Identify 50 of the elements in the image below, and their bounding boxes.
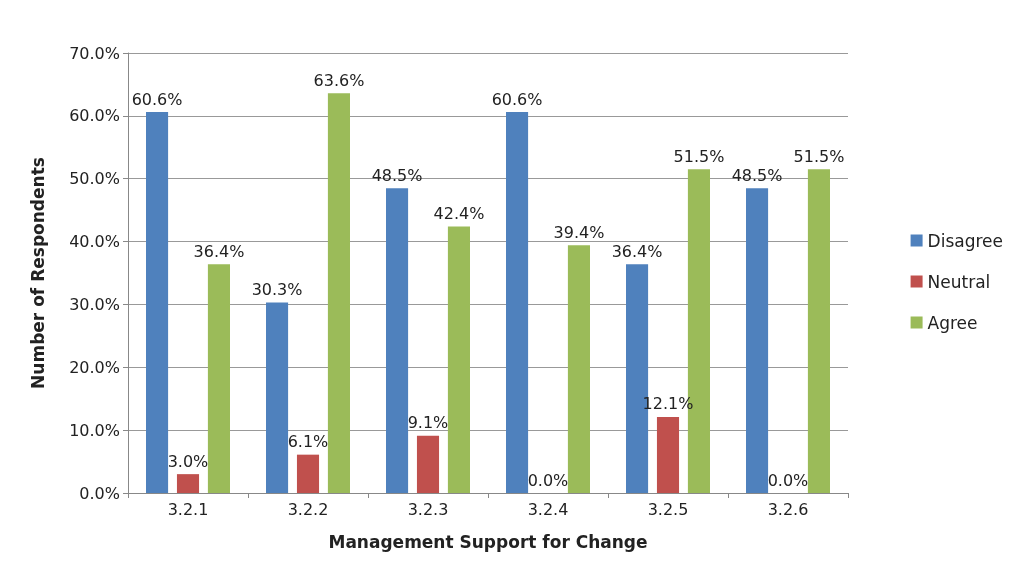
legend-label: Neutral: [927, 271, 991, 292]
y-axis-title: Number of Respondents: [27, 157, 48, 389]
bar: [266, 302, 289, 493]
data-label: 36.4%: [193, 241, 245, 261]
data-label: 6.1%: [287, 432, 329, 452]
bar: [567, 245, 590, 493]
data-label: 60.6%: [491, 89, 543, 109]
data-label: 9.1%: [407, 413, 449, 433]
x-tick-label: 3.2.3: [407, 499, 449, 519]
bar: [296, 454, 320, 493]
legend-label: Disagree: [927, 230, 1004, 251]
y-tick-label: 50.0%: [69, 169, 120, 189]
y-tick-label: 60.0%: [69, 106, 120, 126]
bar: [416, 435, 440, 493]
bar: [746, 188, 769, 493]
x-tick-label: 3.2.4: [527, 499, 569, 519]
data-label: 63.6%: [313, 70, 365, 90]
bar: [207, 264, 230, 493]
y-tick-label: 10.0%: [69, 420, 120, 440]
x-tick-label: 3.2.1: [167, 499, 209, 519]
x-tick-label: 3.2.2: [287, 499, 329, 519]
bar: [176, 474, 200, 493]
bar: [807, 169, 830, 493]
bar: [327, 93, 350, 493]
data-label: 30.3%: [251, 280, 303, 300]
x-axis-title: Management Support for Change: [328, 531, 648, 552]
bar: [506, 112, 529, 493]
x-tick-label: 3.2.6: [767, 499, 809, 519]
y-tick-label: 70.0%: [69, 43, 120, 63]
x-tick-label: 3.2.5: [647, 499, 689, 519]
bar: [447, 226, 470, 493]
bar: [386, 188, 409, 493]
y-tick-label: 0.0%: [79, 483, 120, 503]
data-label: 51.5%: [793, 146, 845, 166]
y-tick-label: 20.0%: [69, 357, 120, 377]
legend-label: Agree: [927, 312, 978, 333]
data-label: 0.0%: [767, 470, 809, 490]
data-label: 3.0%: [167, 451, 209, 471]
data-label: 48.5%: [371, 165, 423, 185]
data-label: 0.0%: [527, 470, 569, 490]
bar: [146, 112, 169, 493]
y-tick-label: 30.0%: [69, 294, 120, 314]
y-tick-label: 40.0%: [69, 232, 120, 252]
data-label: 42.4%: [433, 203, 485, 223]
data-label: 36.4%: [611, 241, 663, 261]
data-label: 48.5%: [731, 165, 783, 185]
bar: [656, 416, 680, 493]
data-label: 39.4%: [553, 222, 605, 242]
data-label: 51.5%: [673, 146, 725, 166]
data-label: 60.6%: [131, 89, 183, 109]
